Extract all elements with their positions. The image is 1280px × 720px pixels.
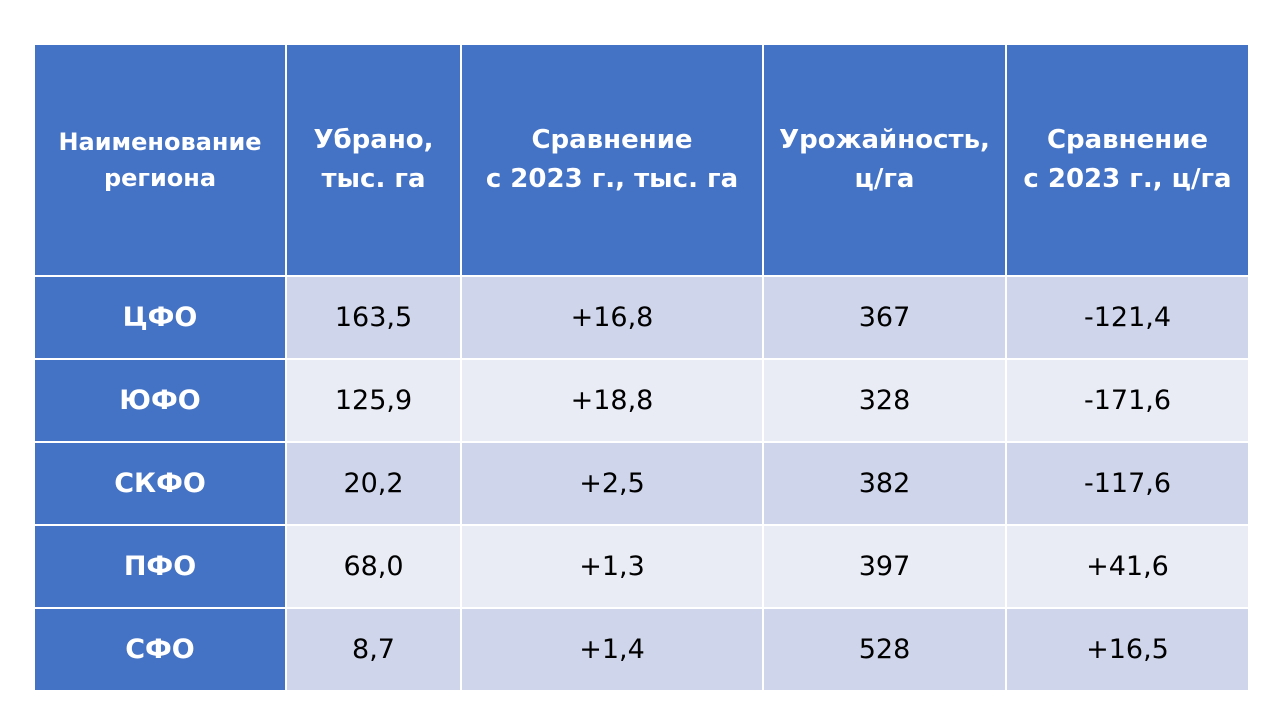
harvested-cell: 68,0 xyxy=(285,524,462,609)
yield-cell: 382 xyxy=(762,441,1007,526)
region-cell: ЦФО xyxy=(33,275,287,360)
yield-comparison-cell: +16,5 xyxy=(1005,607,1250,692)
yield-cell: 528 xyxy=(762,607,1007,692)
header-line: с 2023 г., ц/га xyxy=(1023,164,1232,194)
header-line: с 2023 г., тыс. га xyxy=(485,164,739,194)
header-line: Урожайность, xyxy=(779,125,990,155)
header-line: региона xyxy=(103,164,217,192)
harvest-table: Наименование региона Убрано, тыс. га Сра… xyxy=(33,43,1250,692)
yield-comparison-cell: -121,4 xyxy=(1005,275,1250,360)
header-yield-comparison: Сравнение с 2023 г., ц/га xyxy=(1005,43,1250,277)
header-area-comparison: Сравнение с 2023 г., тыс. га xyxy=(460,43,764,277)
header-region-name: Наименование региона xyxy=(33,43,287,277)
yield-cell: 367 xyxy=(762,275,1007,360)
region-cell: ПФО xyxy=(33,524,287,609)
header-harvested: Убрано, тыс. га xyxy=(285,43,462,277)
header-line: Сравнение xyxy=(1046,125,1209,155)
header-line: тыс. га xyxy=(321,164,426,194)
harvested-cell: 20,2 xyxy=(285,441,462,526)
header-line: Сравнение xyxy=(531,125,693,155)
yield-comparison-cell: +41,6 xyxy=(1005,524,1250,609)
area-comparison-cell: +1,4 xyxy=(460,607,764,692)
region-cell: СФО xyxy=(33,607,287,692)
table-row: СФО 8,7 +1,4 528 +16,5 xyxy=(33,607,1250,692)
region-cell: ЮФО xyxy=(33,358,287,443)
header-line: ц/га xyxy=(854,164,915,194)
yield-comparison-cell: -171,6 xyxy=(1005,358,1250,443)
header-row: Наименование региона Убрано, тыс. га Сра… xyxy=(33,43,1250,277)
harvested-cell: 163,5 xyxy=(285,275,462,360)
table-row: СКФО 20,2 +2,5 382 -117,6 xyxy=(33,441,1250,526)
harvested-cell: 125,9 xyxy=(285,358,462,443)
header-line: Убрано, xyxy=(313,125,434,155)
header-yield: Урожайность, ц/га xyxy=(762,43,1007,277)
area-comparison-cell: +16,8 xyxy=(460,275,764,360)
area-comparison-cell: +1,3 xyxy=(460,524,764,609)
table-row: ЮФО 125,9 +18,8 328 -171,6 xyxy=(33,358,1250,443)
yield-cell: 328 xyxy=(762,358,1007,443)
harvested-cell: 8,7 xyxy=(285,607,462,692)
yield-comparison-cell: -117,6 xyxy=(1005,441,1250,526)
header-line: Наименование xyxy=(58,128,262,156)
area-comparison-cell: +2,5 xyxy=(460,441,764,526)
area-comparison-cell: +18,8 xyxy=(460,358,764,443)
region-cell: СКФО xyxy=(33,441,287,526)
table-row: ПФО 68,0 +1,3 397 +41,6 xyxy=(33,524,1250,609)
table-row: ЦФО 163,5 +16,8 367 -121,4 xyxy=(33,275,1250,360)
yield-cell: 397 xyxy=(762,524,1007,609)
